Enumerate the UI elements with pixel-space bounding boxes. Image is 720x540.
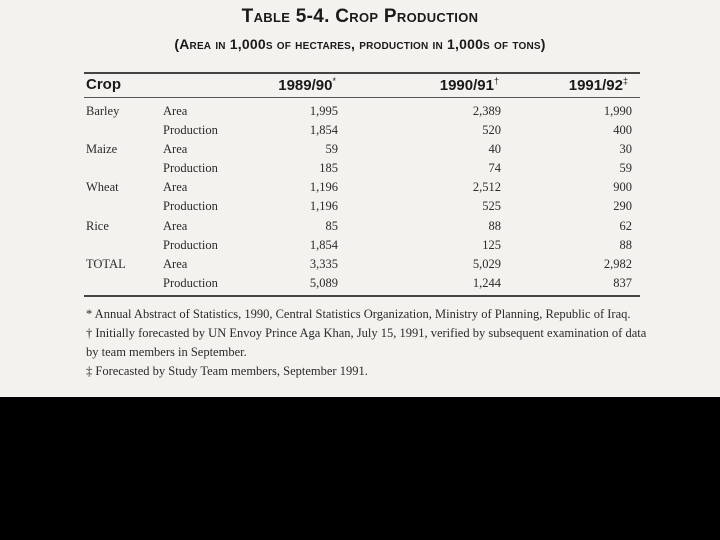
cell-measure: Area: [163, 104, 188, 118]
table-row: Barley Area 1,995 2,389 1,990: [84, 102, 640, 121]
document-page: Table 5-4. Crop Production (Area in 1,00…: [0, 0, 720, 397]
table-subtitle: (Area in 1,000s of hectares, production …: [174, 36, 546, 52]
cell-1991-92: 59: [619, 161, 633, 176]
header-1991-92-mark: ‡: [622, 76, 628, 86]
cell-1990-91: 74: [488, 161, 502, 176]
header-crop: Crop: [86, 76, 121, 93]
cell-1989-90: 3,335: [309, 256, 338, 271]
table-row: Production 1,196 525 290: [84, 197, 640, 216]
cell-1991-92: 30: [619, 142, 633, 157]
cell-1991-92: 900: [613, 180, 632, 195]
footnote: by team members in September.: [86, 345, 247, 359]
cell-1989-90: 1,196: [309, 199, 338, 214]
cell-1991-92: 837: [613, 275, 632, 290]
header-1990-91: 1990/91†: [440, 76, 499, 94]
cell-1989-90: 59: [325, 142, 339, 157]
cell-measure: Production: [163, 123, 218, 138]
cell-1990-91: 2,512: [472, 180, 501, 195]
header-rule: [84, 97, 640, 98]
cell-measure: Area: [163, 256, 188, 271]
cell-measure: Production: [163, 275, 218, 290]
cell-1989-90: 1,995: [309, 104, 338, 118]
footnote: ‡ Forecasted by Study Team members, Sept…: [86, 364, 368, 378]
cell-1990-91: 125: [482, 237, 501, 252]
top-rule: [84, 72, 640, 74]
cell-crop: Wheat: [86, 180, 119, 195]
header-1990-91-label: 1990/91: [439, 77, 494, 94]
footnote: * Annual Abstract of Statistics, 1990, C…: [86, 307, 631, 321]
cell-1990-91: 2,389: [472, 104, 501, 118]
cell-crop: TOTAL: [86, 256, 126, 271]
cell-1991-92: 2,982: [603, 256, 632, 271]
cell-1991-92: 62: [619, 218, 633, 233]
cell-1989-90: 185: [319, 161, 338, 176]
table-row: Production 1,854 125 88: [84, 236, 640, 255]
cell-1990-91: 5,029: [472, 256, 501, 271]
cell-1990-91: 88: [488, 218, 502, 233]
cell-crop: Barley: [86, 104, 120, 118]
cell-1990-91: 40: [488, 142, 502, 157]
cell-1991-92: 290: [613, 199, 632, 214]
cell-measure: Area: [163, 218, 188, 233]
header-1989-90-label: 1989/90: [278, 77, 333, 94]
cell-1989-90: 1,854: [309, 123, 338, 138]
cell-crop: Rice: [86, 218, 109, 233]
table-title: Table 5-4. Crop Production: [241, 6, 479, 27]
cell-1989-90: 5,089: [309, 275, 338, 290]
cell-measure: Area: [163, 142, 188, 157]
table-row: Production 1,854 520 400: [84, 121, 640, 140]
cell-crop: Maize: [86, 142, 118, 157]
table-row: Production 185 74 59: [84, 159, 640, 178]
cell-measure: Production: [163, 237, 218, 252]
cell-1989-90: 1,196: [309, 180, 338, 195]
cell-1990-91: 520: [482, 123, 501, 138]
table-row: Rice Area 85 88 62: [84, 217, 640, 236]
footnotes: * Annual Abstract of Statistics, 1990, C…: [86, 305, 686, 381]
header-1990-91-mark: †: [493, 76, 499, 86]
table-body: Barley Area 1,995 2,389 1,990 Production 1,854…: [84, 102, 640, 293]
header-1989-90-mark: *: [332, 76, 336, 86]
cell-1991-92: 88: [619, 237, 633, 252]
table-row: Wheat Area 1,196 2,512 900: [84, 178, 640, 197]
cell-1991-92: 1,990: [603, 104, 632, 118]
cell-measure: Production: [163, 199, 218, 214]
footnote: † Initially forecasted by UN Envoy Princ…: [86, 326, 647, 340]
table-row: Maize Area 59 40 30: [84, 140, 640, 159]
cell-measure: Production: [163, 161, 218, 176]
header-1989-90: 1989/90*: [278, 76, 336, 94]
cell-1990-91: 1,244: [472, 275, 501, 290]
table-row: TOTAL Area 3,335 5,029 2,982: [84, 255, 640, 274]
table-row: Production 5,089 1,244 837: [84, 274, 640, 293]
bottom-rule: [84, 295, 640, 297]
cell-1989-90: 1,854: [309, 237, 338, 252]
header-1991-92: 1991/92‡: [569, 76, 628, 94]
cell-measure: Area: [163, 180, 188, 195]
cell-1989-90: 85: [325, 218, 339, 233]
cell-1991-92: 400: [613, 123, 632, 138]
cell-1990-91: 525: [482, 199, 501, 214]
header-1991-92-label: 1991/92: [568, 77, 623, 94]
